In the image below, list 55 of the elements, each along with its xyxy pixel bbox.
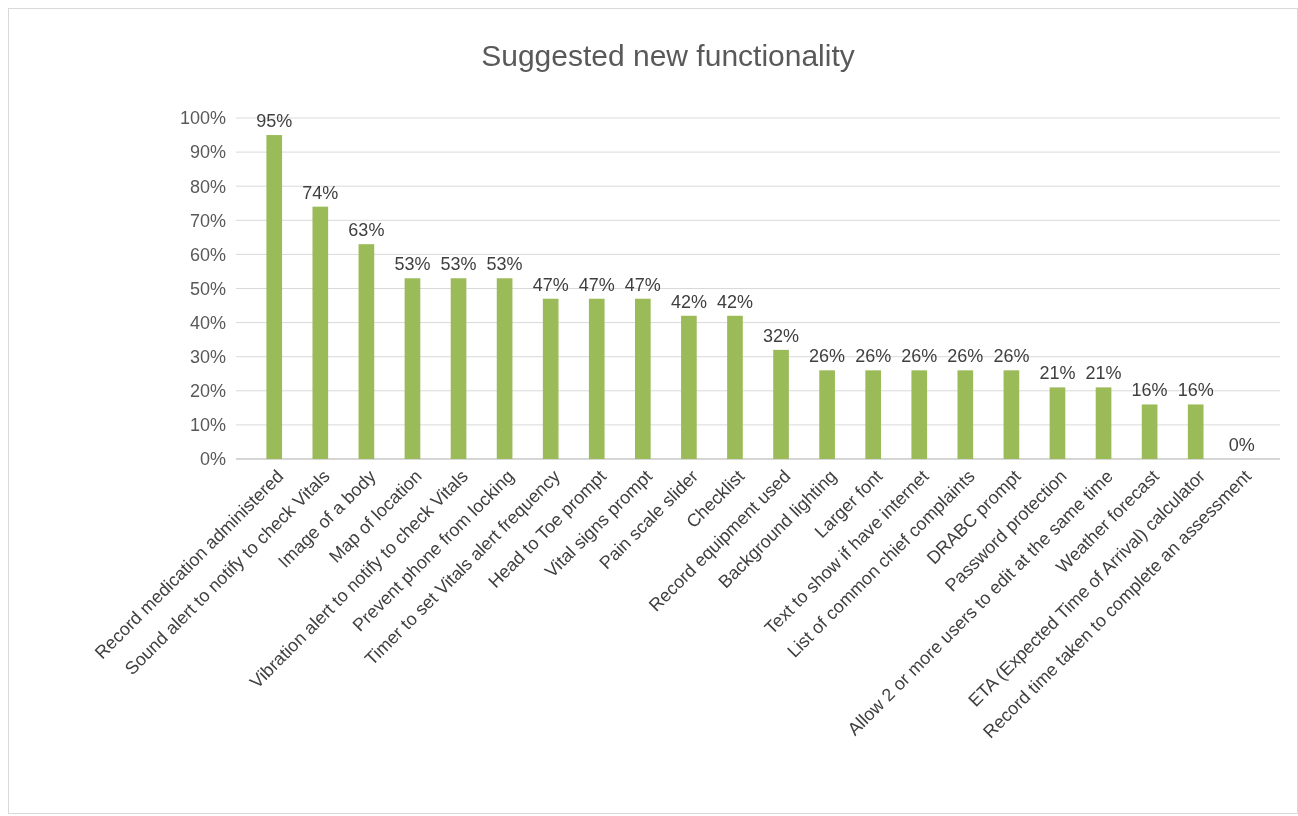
- bar: [588, 298, 605, 459]
- data-label: 63%: [348, 220, 385, 241]
- data-label: 21%: [1039, 363, 1076, 384]
- data-label: 32%: [763, 325, 800, 346]
- y-tick-label: 100%: [179, 108, 226, 129]
- y-tick-label: 30%: [189, 347, 226, 367]
- data-label: 53%: [486, 254, 523, 275]
- bar: [634, 298, 651, 459]
- bar: [404, 278, 421, 459]
- bar: [1187, 404, 1204, 459]
- data-label: 47%: [578, 274, 615, 295]
- data-label: 47%: [624, 274, 661, 295]
- data-label: 95%: [256, 111, 293, 132]
- data-label: 26%: [855, 346, 892, 367]
- bar: [1095, 387, 1112, 459]
- bar: [957, 370, 974, 459]
- data-label: 47%: [532, 274, 569, 295]
- y-tick-label: 40%: [189, 312, 226, 333]
- y-tick-label: 50%: [189, 278, 226, 299]
- data-label: 53%: [394, 254, 431, 275]
- data-label: 74%: [302, 182, 339, 203]
- bar: [312, 206, 329, 459]
- y-tick-label: 10%: [189, 415, 226, 436]
- chart-title: Suggested new functionality: [481, 39, 855, 72]
- bar: [911, 370, 928, 459]
- y-tick-label: 60%: [189, 244, 226, 265]
- bar: [773, 349, 789, 459]
- bar: [496, 278, 513, 459]
- data-label: 53%: [440, 254, 477, 275]
- bar: [542, 298, 559, 459]
- data-label: 16%: [1131, 380, 1168, 401]
- bar: [1049, 387, 1066, 459]
- y-tick-label: 80%: [189, 176, 226, 197]
- data-label: 21%: [1085, 363, 1122, 384]
- bar: [819, 370, 835, 459]
- y-tick-label: 70%: [189, 210, 226, 231]
- bar: [266, 135, 283, 459]
- bar: [1003, 370, 1020, 459]
- bar: [358, 244, 375, 459]
- bar: [1141, 404, 1158, 459]
- y-tick-label: 90%: [189, 142, 226, 163]
- y-tick-label: 0%: [199, 449, 226, 470]
- bar: [865, 370, 882, 459]
- data-label: 42%: [670, 291, 707, 312]
- data-label: 26%: [947, 346, 984, 367]
- data-label: 26%: [993, 346, 1030, 367]
- bar: [681, 315, 697, 459]
- data-label: 16%: [1177, 380, 1214, 401]
- bar: [727, 315, 743, 459]
- data-label: 26%: [809, 346, 846, 367]
- y-tick-label: 20%: [189, 381, 226, 402]
- data-label: 26%: [901, 346, 938, 367]
- data-label: 42%: [716, 291, 753, 312]
- data-label: 0%: [1228, 435, 1255, 455]
- bar: [450, 278, 467, 459]
